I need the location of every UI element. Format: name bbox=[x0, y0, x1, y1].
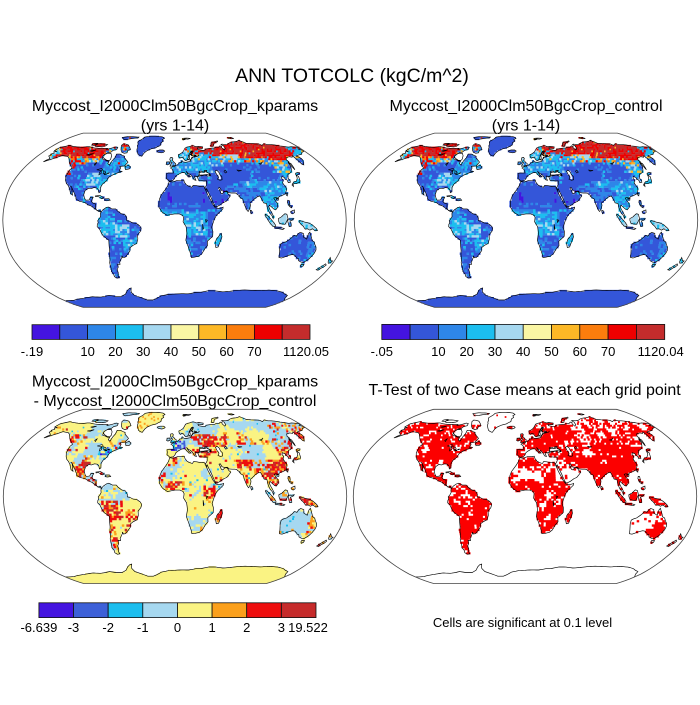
svg-text:Myccost_I2000Clm50BgcCrop_cont: Myccost_I2000Clm50BgcCrop_control bbox=[389, 98, 662, 115]
svg-text:30: 30 bbox=[136, 344, 150, 359]
svg-text:10: 10 bbox=[80, 344, 94, 359]
svg-text:-.19: -.19 bbox=[21, 344, 43, 359]
svg-text:3: 3 bbox=[278, 620, 285, 635]
svg-text:70: 70 bbox=[247, 344, 261, 359]
svg-text:10: 10 bbox=[431, 344, 445, 359]
svg-text:70: 70 bbox=[601, 344, 615, 359]
svg-text:20: 20 bbox=[108, 344, 122, 359]
svg-text:T-Test of two Case means at ea: T-Test of two Case means at each grid po… bbox=[369, 382, 682, 399]
svg-text:60: 60 bbox=[573, 344, 587, 359]
svg-text:ANN TOTCOLC (kgC/m^2): ANN TOTCOLC (kgC/m^2) bbox=[235, 65, 469, 87]
svg-text:30: 30 bbox=[488, 344, 502, 359]
svg-text:-.05: -.05 bbox=[371, 344, 393, 359]
svg-text:0: 0 bbox=[174, 620, 181, 635]
svg-text:60: 60 bbox=[219, 344, 233, 359]
svg-text:(yrs 1-14): (yrs 1-14) bbox=[492, 118, 560, 135]
svg-text:(yrs 1-14): (yrs 1-14) bbox=[141, 118, 209, 135]
svg-text:- Myccost_I2000Clm50BgcCrop_co: - Myccost_I2000Clm50BgcCrop_control bbox=[34, 393, 317, 410]
svg-text:-3: -3 bbox=[68, 620, 80, 635]
svg-text:Cells are significant at 0.1 l: Cells are significant at 0.1 level bbox=[433, 615, 612, 630]
svg-text:-1: -1 bbox=[137, 620, 149, 635]
svg-text:-6.639: -6.639 bbox=[20, 620, 57, 635]
svg-text:1: 1 bbox=[208, 620, 215, 635]
svg-text:50: 50 bbox=[192, 344, 206, 359]
svg-text:19.522: 19.522 bbox=[288, 620, 328, 635]
svg-text:Myccost_I2000Clm50BgcCrop_kpar: Myccost_I2000Clm50BgcCrop_kparams bbox=[32, 98, 318, 115]
svg-text:20: 20 bbox=[459, 344, 473, 359]
svg-text:Myccost_I2000Clm50BgcCrop_kpar: Myccost_I2000Clm50BgcCrop_kparams bbox=[32, 374, 318, 391]
svg-text:40: 40 bbox=[516, 344, 530, 359]
svg-text:-2: -2 bbox=[102, 620, 114, 635]
svg-text:1120.05: 1120.05 bbox=[283, 344, 329, 359]
svg-text:40: 40 bbox=[164, 344, 178, 359]
svg-text:50: 50 bbox=[544, 344, 558, 359]
svg-text:2: 2 bbox=[243, 620, 250, 635]
svg-text:1120.04: 1120.04 bbox=[638, 344, 684, 359]
